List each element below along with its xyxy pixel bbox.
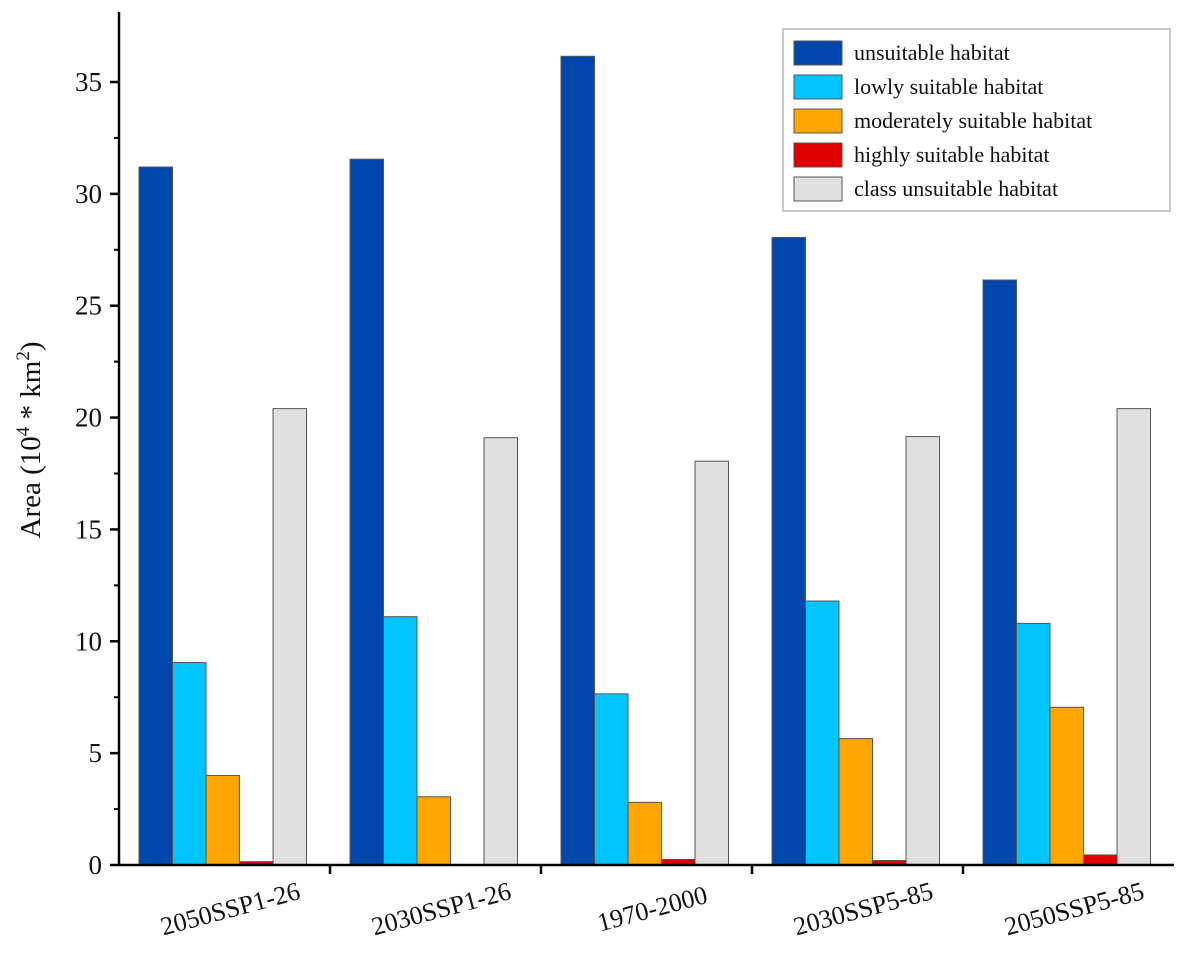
bar-class-unsuitable-habitat-2050SSP1-26 xyxy=(272,408,307,866)
bar-lowly-suitable-habitat-2050SSP5-85 xyxy=(1016,622,1051,866)
y-tick-label: 15 xyxy=(75,514,102,544)
bar-lowly-suitable-habitat-1970-2000 xyxy=(594,693,629,866)
bar-moderately-suitable-habitat-2030SSP1-26 xyxy=(416,796,451,866)
bar-unsuitable-habitat-1970-2000 xyxy=(560,55,595,866)
y-tick-label: 35 xyxy=(75,67,102,97)
legend-swatch xyxy=(793,108,843,134)
bar-moderately-suitable-habitat-2050SSP1-26 xyxy=(205,775,240,866)
axes-layer xyxy=(117,12,1174,867)
x-tick-label: 2030SSP1-26 xyxy=(368,876,514,941)
legend-label: class unsuitable habitat xyxy=(854,176,1058,201)
legend-swatch xyxy=(793,176,843,202)
bar-unsuitable-habitat-2050SSP5-85 xyxy=(982,279,1017,866)
bar-lowly-suitable-habitat-2030SSP1-26 xyxy=(383,616,418,866)
bar-unsuitable-habitat-2030SSP5-85 xyxy=(771,236,806,866)
legend-label: highly suitable habitat xyxy=(854,142,1050,167)
y-tick-label: 5 xyxy=(89,738,103,768)
x-tick-label: 2030SSP5-85 xyxy=(790,876,936,941)
legend-label: moderately suitable habitat xyxy=(854,108,1092,133)
legend-swatch xyxy=(793,40,843,66)
bar-class-unsuitable-habitat-2030SSP1-26 xyxy=(483,437,518,866)
legend-swatch xyxy=(793,74,843,100)
x-tick-label: 2050SSP1-26 xyxy=(157,876,303,941)
y-axis-title: Area (104 * km2) xyxy=(13,342,47,539)
bar-moderately-suitable-habitat-1970-2000 xyxy=(627,801,662,866)
x-tick-label: 2050SSP5-85 xyxy=(1001,876,1147,941)
bar-moderately-suitable-habitat-2030SSP5-85 xyxy=(838,738,873,866)
y-ticks: 0 5 10 15 20 25 30 35 xyxy=(75,67,119,880)
bar-lowly-suitable-habitat-2050SSP1-26 xyxy=(172,662,207,866)
legend-label: unsuitable habitat xyxy=(854,40,1010,65)
x-ticks: 2050SSP1-26 2030SSP1-26 1970-2000 2030SSP5-… xyxy=(157,865,1147,941)
bar-class-unsuitable-habitat-2050SSP5-85 xyxy=(1116,408,1151,866)
x-tick-label: 1970-2000 xyxy=(594,880,710,937)
y-tick-label: 20 xyxy=(75,403,102,433)
bar-unsuitable-habitat-2030SSP1-26 xyxy=(349,158,384,866)
bar-lowly-suitable-habitat-2030SSP5-85 xyxy=(805,600,840,866)
y-tick-label: 0 xyxy=(89,850,103,880)
legend-label: lowly suitable habitat xyxy=(854,74,1043,99)
legend-box xyxy=(782,28,1171,212)
y-tick-label: 10 xyxy=(75,626,102,656)
bars-layer xyxy=(138,55,1151,866)
y-tick-label: 30 xyxy=(75,179,102,209)
y-tick-label: 25 xyxy=(75,291,102,321)
legend-swatch xyxy=(793,142,843,168)
bar-highly-suitable-habitat-2050SSP5-85 xyxy=(1083,854,1118,866)
legend: unsuitable habitat lowly suitable habitat… xyxy=(782,28,1171,212)
bar-moderately-suitable-habitat-2050SSP5-85 xyxy=(1049,706,1084,866)
bar-class-unsuitable-habitat-2030SSP5-85 xyxy=(905,436,940,866)
bar-unsuitable-habitat-2050SSP1-26 xyxy=(138,166,173,866)
bar-class-unsuitable-habitat-1970-2000 xyxy=(694,460,729,866)
